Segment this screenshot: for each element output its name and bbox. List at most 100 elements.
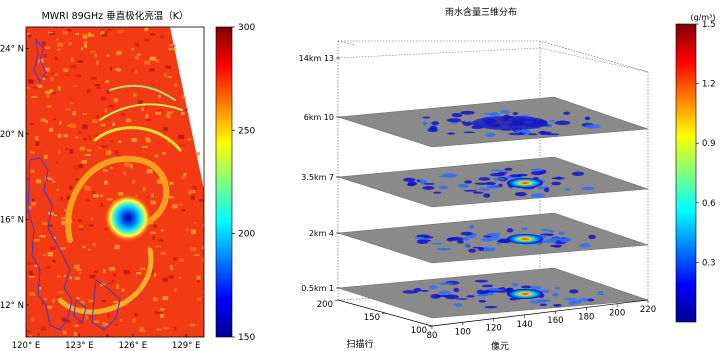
swath-pixel (34, 264, 39, 267)
rain-colorbar-gradient (675, 23, 697, 323)
swath-pixel (111, 122, 115, 126)
swath-pixel (88, 135, 91, 140)
rain-patch (497, 171, 508, 174)
rain-patch (491, 247, 496, 251)
swath-pixel (57, 48, 61, 51)
rain-patch (453, 303, 463, 307)
swath-pixel (48, 224, 53, 227)
rain-patch (427, 127, 438, 133)
swath-pixel (100, 30, 105, 35)
rain-patch (554, 120, 571, 126)
rain-patch (422, 116, 431, 119)
swath-pixel (104, 31, 107, 35)
rain-patch (560, 239, 568, 243)
swath-pixel (157, 312, 164, 314)
swath-pixel (48, 31, 54, 34)
swath-pixel (163, 127, 168, 132)
rain-patch (475, 294, 488, 297)
swath-pixel (104, 108, 108, 113)
rain-patch (563, 111, 570, 115)
swath-pixel (108, 104, 114, 108)
swath-pixel (190, 195, 195, 200)
swath-pixel (74, 276, 80, 280)
swath-pixel (44, 297, 47, 301)
swath-pixel (74, 264, 80, 270)
swath-pixel (77, 321, 84, 324)
swath-pixel (146, 138, 151, 143)
swath-pixel (84, 41, 87, 46)
swath-pixel (26, 178, 30, 180)
swath-pixel (27, 79, 33, 83)
rain-patch (473, 191, 484, 194)
swath-pixel (66, 195, 71, 200)
swath-pixel (76, 297, 81, 300)
swath-pixel (149, 68, 155, 72)
x-tick-label: 120 (486, 324, 502, 334)
swath-pixel (52, 214, 58, 217)
swath-pixel (136, 271, 142, 275)
swath-pixel (88, 33, 95, 37)
swath-pixel (56, 275, 61, 278)
rain-patch (488, 288, 504, 292)
swath-pixel (123, 270, 130, 275)
rain-patch (478, 177, 491, 181)
swath-pixel (85, 315, 89, 320)
rain-patch (549, 119, 556, 122)
swath-pixel (76, 269, 82, 271)
map-axis-ticks: 120° E 123° E 126° E 129° E 24° N 20° N 16° N 1… (0, 44, 200, 351)
map-x-tick-label: 120° E (12, 341, 41, 351)
swath-pixel (36, 84, 43, 88)
swath-pixel (45, 266, 51, 269)
swath-pixel (165, 113, 171, 118)
swath-pixel (107, 314, 110, 318)
swath-pixel (61, 221, 68, 225)
swath-pixel (31, 96, 38, 98)
swath-pixel (170, 267, 174, 270)
swath-pixel (137, 53, 141, 56)
x-tick-label: 100 (455, 327, 471, 337)
rain-patch (483, 235, 492, 238)
rain-patch (568, 289, 579, 294)
swath-pixel (107, 28, 112, 31)
swath-pixel (178, 134, 184, 139)
swath-pixel (92, 242, 97, 246)
rain-patch (527, 133, 538, 136)
rain-patch (447, 132, 456, 135)
swath-pixel (121, 113, 125, 116)
swath-pixel (65, 74, 70, 76)
rain-patch (464, 243, 470, 248)
swath-pixel (160, 313, 164, 318)
swath-pixel (131, 68, 135, 73)
swath-pixel (65, 147, 68, 150)
swath-pixel (181, 94, 185, 99)
swath-pixel (138, 100, 144, 104)
swath-pixel (167, 275, 173, 278)
swath-pixel (102, 169, 109, 172)
swath-pixel (71, 64, 77, 68)
swath-pixel (28, 275, 35, 279)
swath-pixel (49, 246, 56, 251)
swath-pixel (28, 273, 34, 276)
swath-pixel (28, 34, 32, 38)
rain-patch (498, 240, 509, 243)
map-y-tick-label: 24° N (0, 44, 24, 54)
swath-pixel (167, 116, 171, 118)
swath-pixel (37, 333, 40, 336)
swath-pixel (69, 276, 72, 280)
swath-pixel (90, 217, 93, 221)
swath-pixel (196, 280, 200, 283)
swath-pixel (62, 330, 67, 335)
swath-pixel (51, 72, 55, 75)
swath-pixel (114, 149, 119, 155)
swath-pixel (32, 86, 39, 89)
swath-pixel (132, 180, 136, 184)
swath-pixel (118, 30, 124, 33)
swath-pixel (110, 166, 113, 170)
swath-pixel (100, 96, 106, 101)
swath-pixel (81, 160, 87, 164)
rain-patch (468, 248, 476, 253)
rain-patch (446, 237, 454, 242)
swath-pixel (49, 127, 54, 132)
swath-pixel (41, 77, 46, 80)
swath-pixel (141, 146, 148, 148)
